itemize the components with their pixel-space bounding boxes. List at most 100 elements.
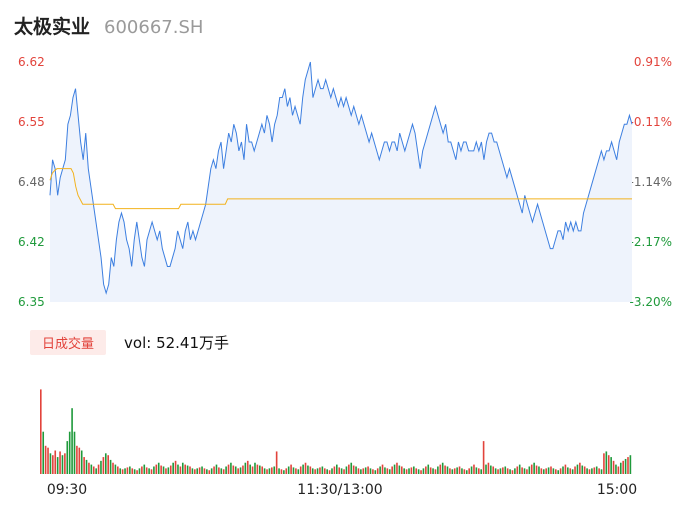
volume-bar [177,464,179,474]
volume-bar [384,467,386,474]
volume-bar [307,465,309,474]
volume-bar [521,467,523,474]
volume-bar [316,468,319,474]
volume-bar [434,469,437,474]
volume-bar [256,464,259,474]
volume-bar [145,467,148,474]
volume-bar [117,466,119,474]
volume-bar [444,465,446,474]
volume-bar [321,466,324,474]
average-price-line [49,168,632,210]
volume-bar [559,468,562,474]
volume-bar [364,467,367,474]
volume-bar [295,468,297,474]
price-line [49,61,633,295]
volume-bar [206,469,208,474]
volume-bar [352,465,355,474]
volume-bar [107,455,109,474]
volume-bar [246,460,249,474]
volume-bar [588,469,591,474]
volume-bar [473,464,475,474]
volume-bar [42,431,45,474]
volume-bar [393,464,396,474]
volume-bar [372,469,374,474]
volume-bar [100,460,102,474]
volume-bar [595,466,598,474]
volume-bar [59,451,61,474]
volume-bar [198,467,201,474]
volume-bar [311,468,314,474]
volume-bar [88,462,90,474]
volume-bar [374,470,377,474]
volume-bar [167,467,170,474]
volume-bar [76,445,78,474]
volume-bar [432,468,434,474]
volume-bar [129,466,131,474]
volume-bar [379,466,381,474]
volume-bar [68,431,71,474]
volume-bar [230,462,232,474]
price-area-fill [50,62,632,302]
volume-bar [475,467,478,474]
volume-bar [542,469,545,474]
volume-bar [562,466,564,474]
y-left-tick: 6.62 [18,55,45,69]
stock-name: 太极实业 [14,16,91,38]
volume-bar [533,462,535,474]
volume-bar [244,462,247,474]
volume-bar [388,469,391,474]
volume-bar [66,441,69,474]
volume-bar [109,459,112,474]
volume-bar [576,464,579,474]
volume-bar [333,466,336,474]
volume-bar [593,467,596,474]
volume-bar [403,468,405,474]
daily-volume-tab[interactable]: 日成交量 [30,330,107,355]
volume-bar [624,458,627,474]
volume-bar [174,460,177,474]
x-tick-label: 11:30/13:00 [297,482,382,498]
volume-bar [598,468,600,474]
volume-bar [458,466,461,474]
volume-bar [234,466,237,474]
y-left-tick: 6.48 [18,175,45,189]
volume-bar [239,467,242,474]
volume-bar [487,462,490,474]
volume-bar [581,465,584,474]
volume-bar [47,447,49,474]
volume-bar [456,467,458,474]
volume-bar [600,469,603,474]
volume-bar [71,408,73,474]
volume-bar [150,469,153,474]
volume-bar [338,467,341,474]
volume-bar [222,469,225,474]
volume-bar [345,466,348,474]
volume-bar [299,466,302,474]
volume-bar [153,466,155,474]
volume-prefix: vol: [124,334,157,352]
volume-bar [579,462,581,474]
volume-bar [304,462,307,474]
volume-bar [162,466,165,474]
y-right-tick: -3.20% [630,295,672,309]
volume-bar [362,468,365,474]
volume-bar [297,469,300,474]
volume-bar [607,455,610,474]
volume-bar [326,469,328,474]
volume-bar [348,464,350,474]
volume-bar [225,466,227,474]
volume-bar [285,468,288,474]
volume-bar [569,468,572,474]
volume-bar [449,468,451,474]
volume-bar [292,467,295,474]
volume-bar [112,462,114,474]
volume-bar [85,459,88,474]
volume-bar [398,465,401,474]
volume-bar [439,464,442,474]
volume-bar [232,465,235,474]
volume-bar [263,468,266,474]
volume-bar [191,468,194,474]
volume-bar [237,468,239,474]
volume-bar [314,469,316,474]
volume-bar [49,453,52,474]
